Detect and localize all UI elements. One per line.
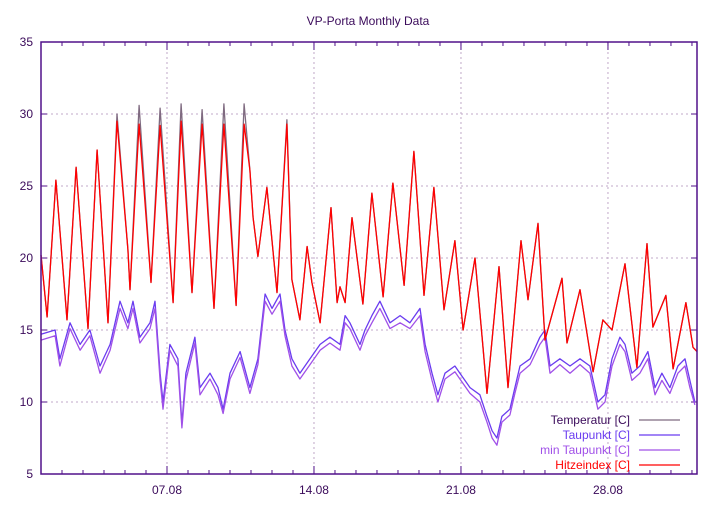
y-tick-label: 20 xyxy=(20,251,34,265)
y-tick-label: 10 xyxy=(20,395,34,409)
chart-title: VP-Porta Monthly Data xyxy=(307,14,430,28)
series-line-hitzeindex xyxy=(40,120,698,395)
x-tick-label: 07.08 xyxy=(152,483,182,497)
plot-frame xyxy=(40,41,698,475)
x-tick-label: 21.08 xyxy=(446,483,476,497)
axes: 5 10 15 20 25 30 35 07.08 14.08 21.08 28.08 xyxy=(20,35,697,497)
legend-label: Temperatur [C] xyxy=(551,413,630,427)
series-lines xyxy=(40,103,698,446)
series-line-temperatur xyxy=(40,103,698,395)
legend-label: Taupunkt [C] xyxy=(563,428,630,442)
y-tick-label: 30 xyxy=(20,107,34,121)
y-tick-label: 15 xyxy=(20,323,34,337)
y-tick-label: 5 xyxy=(26,467,33,481)
y-tick-label: 35 xyxy=(20,35,34,49)
grid xyxy=(41,42,697,474)
legend: Temperatur [C]Taupunkt [C]min Taupunkt [… xyxy=(540,413,680,472)
legend-label: Hitzeindex [C] xyxy=(555,458,630,472)
y-tick-label: 25 xyxy=(20,179,34,193)
legend-label: min Taupunkt [C] xyxy=(540,443,630,457)
series-line-min-min xyxy=(40,300,696,446)
series-line-taupunkt xyxy=(40,293,696,439)
x-tick-label: 14.08 xyxy=(299,483,329,497)
x-tick-label: 28.08 xyxy=(593,483,623,497)
